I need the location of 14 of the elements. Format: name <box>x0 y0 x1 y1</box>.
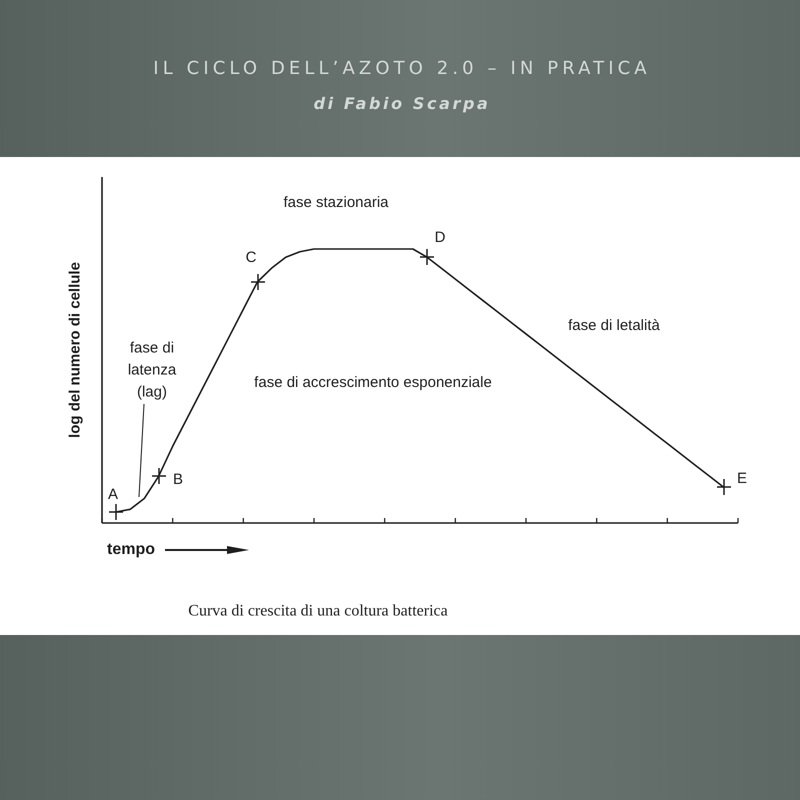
annotation: A <box>108 485 118 506</box>
annotation: B <box>172 470 184 490</box>
text: D <box>434 228 446 248</box>
text: fase stazionaria <box>283 193 389 214</box>
chart-title: IL CICLO DELL’AZOTO 2.0 – IN PRATICA <box>152 58 652 79</box>
x-axis-title: tempo <box>107 541 155 559</box>
annotation: fase di latenza (lag) <box>126 338 178 402</box>
annotation: fase di letalità <box>568 316 660 336</box>
chart-subtitle: di Fabio Scarpa <box>312 94 492 113</box>
y-axis-title: log del numero di cellule <box>66 262 84 438</box>
annotation: fase di accrescimento esponenziale <box>254 373 492 394</box>
annotation: E <box>736 469 748 490</box>
text: Curva di crescita di una coltura batterica <box>188 601 448 622</box>
annotation: C <box>246 248 256 268</box>
